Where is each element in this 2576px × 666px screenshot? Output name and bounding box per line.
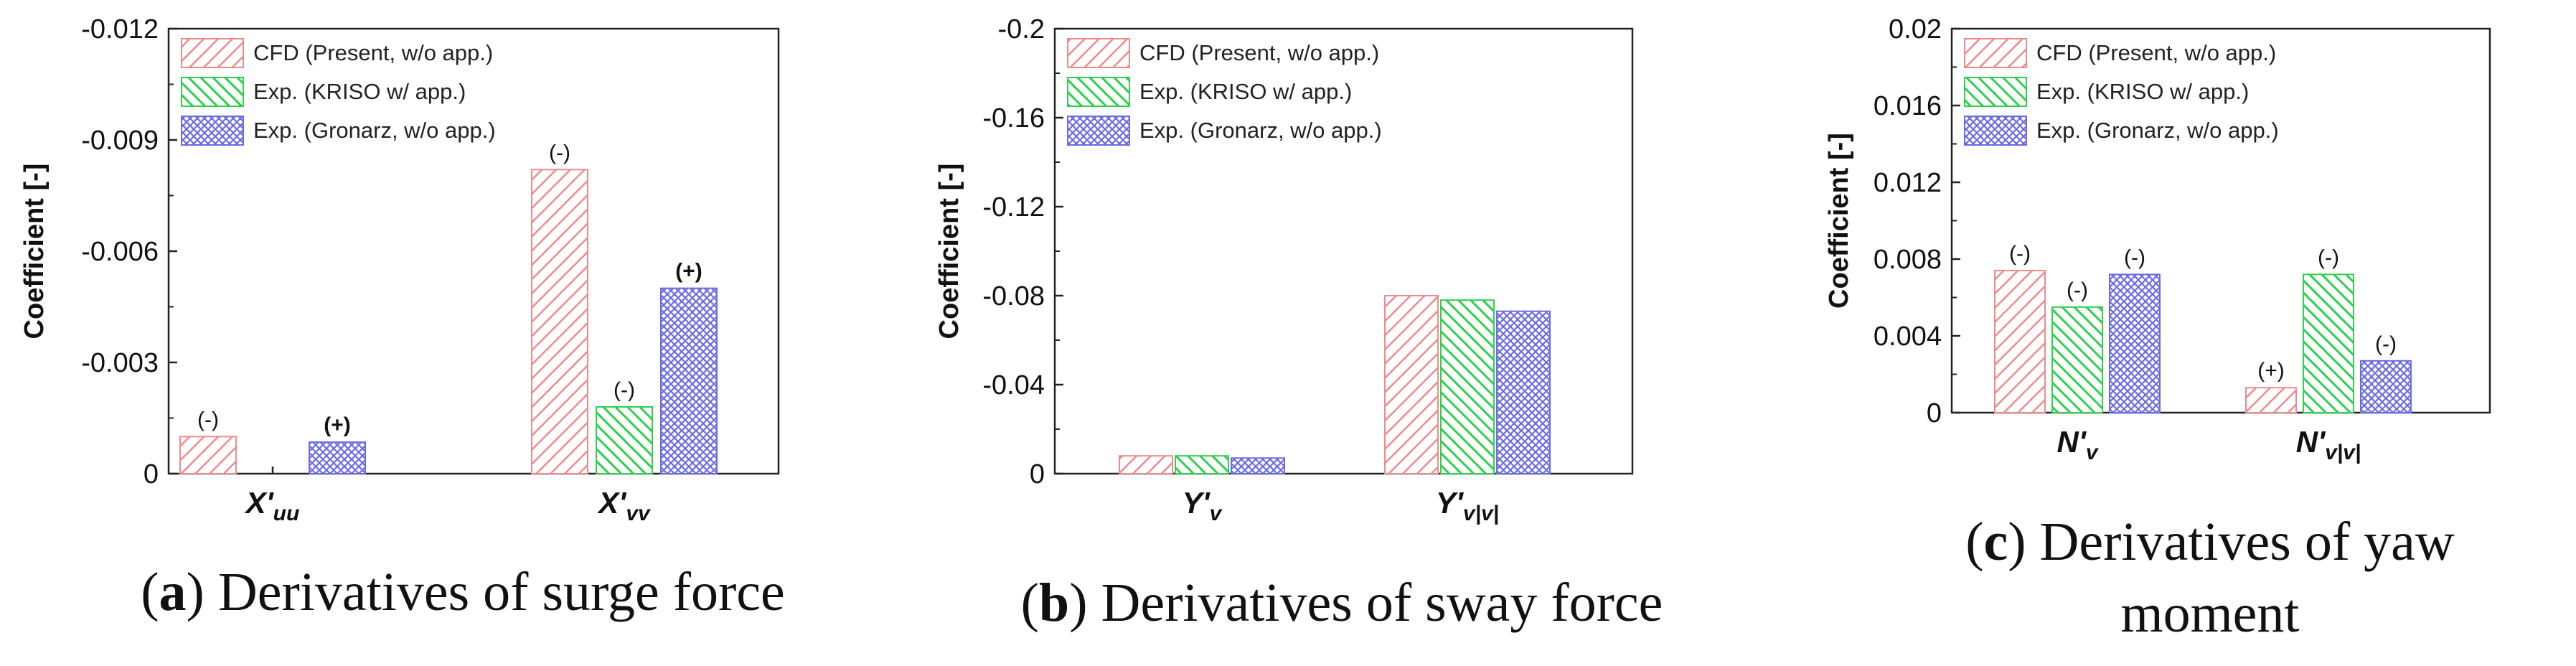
bar-c-0-2 — [2109, 273, 2161, 413]
legend-swatch — [1964, 116, 2027, 146]
y-tick-label: -0.16 — [982, 103, 1045, 133]
bar-b-1-1 — [1440, 299, 1495, 475]
legend-swatch — [181, 38, 244, 68]
bar-a-1-2 — [660, 287, 718, 474]
y-tick-label: 0.02 — [1889, 14, 1942, 44]
panel-caption-line2: moment — [2120, 583, 2299, 644]
x-category-label: N'v|v| — [2296, 425, 2361, 464]
x-category-label: N'v — [2056, 425, 2099, 464]
category-base: X' — [245, 486, 275, 520]
category-base: X' — [597, 486, 627, 520]
legend-label: Exp. (Gronarz, w/o app.) — [1139, 118, 1382, 143]
bar-b-0-0 — [1119, 455, 1173, 475]
panel-caption: (b) Derivatives of sway force — [1021, 573, 1663, 633]
legend-swatch — [1964, 38, 2027, 68]
sign-annotation: (-) — [197, 408, 219, 431]
chart-panel-b: 0 -0.04 -0.08 -0.12 -0.16 -0.2 Coefficient [-]… — [934, 14, 1663, 633]
y-tick-label: -0.006 — [81, 237, 159, 267]
x-category-label: Y'v|v| — [1436, 486, 1499, 525]
category-base: Y' — [1183, 486, 1211, 520]
y-tick-label: 0 — [1927, 398, 1942, 428]
bar-b-0-1 — [1175, 455, 1229, 475]
bar-a-1-1 — [596, 406, 653, 474]
legend-label: Exp. (Gronarz, w/o app.) — [2036, 118, 2279, 143]
category-base: Y' — [1436, 486, 1465, 520]
sign-annotation: (+) — [2257, 359, 2285, 383]
sign-annotation: (-) — [2009, 242, 2031, 266]
sign-annotation: (-) — [2067, 278, 2088, 302]
panel-caption: (c) Derivatives of yaw — [1965, 512, 2455, 572]
y-tick-label: -0.003 — [81, 348, 159, 378]
y-axis-label: Coefficient [-] — [1824, 133, 1854, 309]
legend-swatch — [1067, 77, 1130, 107]
legend-swatch — [181, 77, 244, 107]
legend-swatch — [1067, 38, 1130, 68]
sign-annotation: (-) — [549, 141, 570, 164]
category-base: N' — [2056, 425, 2087, 459]
category-subscript: v — [1210, 502, 1223, 525]
y-tick-label: 0 — [144, 459, 159, 489]
category-subscript: uu — [273, 502, 300, 525]
x-category-label: X'uu — [245, 486, 300, 525]
y-tick-label: -0.012 — [81, 14, 159, 44]
legend-label: CFD (Present, w/o app.) — [253, 40, 493, 65]
bar-c-1-0 — [2245, 387, 2297, 413]
legend-label: Exp. (KRISO w/ app.) — [1139, 79, 1352, 104]
caption-letter: a — [159, 562, 187, 622]
bar-a-0-2 — [309, 441, 366, 474]
legend-label: CFD (Present, w/o app.) — [2036, 40, 2276, 65]
bar-b-1-0 — [1384, 295, 1439, 474]
bar-c-1-1 — [2303, 273, 2354, 413]
bar-c-0-1 — [2051, 306, 2103, 413]
y-tick-label: 0.016 — [1874, 91, 1942, 121]
category-subscript: v|v| — [1463, 502, 1499, 525]
sign-annotation: (+) — [675, 260, 702, 283]
legend-swatch — [1067, 116, 1130, 146]
bar-c-0-0 — [1994, 270, 2046, 413]
y-tick-label: -0.04 — [982, 370, 1045, 400]
y-tick-label: -0.08 — [982, 281, 1045, 311]
chart-panel-c: 0 0.004 0.008 0.012 0.016 0.02 Coefficient [-]… — [1824, 14, 2491, 644]
x-category-label: X'vv — [597, 486, 652, 525]
legend-label: Exp. (Gronarz, w/o app.) — [253, 118, 496, 143]
caption-text: Derivatives of yaw — [2040, 512, 2455, 572]
category-subscript: vv — [626, 502, 652, 525]
chart-panel-a: 0 -0.003 -0.006 -0.009 -0.012 Coefficient [-]… — [19, 14, 785, 622]
y-axis-label: Coefficient [-] — [934, 164, 964, 339]
y-tick-label: 0 — [1030, 459, 1045, 489]
bar-a-1-0 — [531, 169, 588, 474]
sign-annotation: (-) — [614, 378, 635, 402]
caption-letter: c — [1984, 512, 2008, 572]
caption-letter: b — [1039, 573, 1069, 633]
y-tick-label: 0.008 — [1874, 245, 1942, 275]
sign-annotation: (-) — [2318, 245, 2339, 269]
legend-swatch — [1964, 77, 2027, 107]
x-category-label: Y'v — [1183, 486, 1223, 525]
panel-caption: (a) Derivatives of surge force — [141, 562, 785, 622]
category-subscript: v|v| — [2325, 441, 2361, 464]
category-subscript: v — [2086, 441, 2100, 464]
bar-a-0-0 — [179, 436, 237, 474]
bar-b-0-2 — [1231, 457, 1285, 474]
y-tick-label: -0.009 — [81, 126, 159, 156]
y-tick-label: -0.12 — [982, 192, 1045, 222]
bar-c-1-2 — [2360, 360, 2412, 413]
caption-text: Derivatives of sway force — [1101, 573, 1663, 633]
y-tick-label: 0.012 — [1874, 168, 1942, 198]
sign-annotation: (-) — [2375, 332, 2397, 356]
legend-label: CFD (Present, w/o app.) — [1139, 40, 1379, 65]
y-axis-label: Coefficient [-] — [19, 164, 50, 339]
legend-label: Exp. (KRISO w/ app.) — [2036, 79, 2249, 104]
legend-label: Exp. (KRISO w/ app.) — [253, 79, 466, 104]
legend-swatch — [181, 116, 244, 146]
sign-annotation: (-) — [2124, 245, 2145, 269]
bar-b-1-2 — [1496, 310, 1551, 475]
category-base: N' — [2296, 425, 2326, 459]
sign-annotation: (+) — [324, 413, 351, 437]
caption-text: Derivatives of surge force — [218, 562, 785, 622]
y-tick-label: 0.004 — [1874, 322, 1942, 352]
y-tick-label: -0.2 — [998, 14, 1045, 44]
